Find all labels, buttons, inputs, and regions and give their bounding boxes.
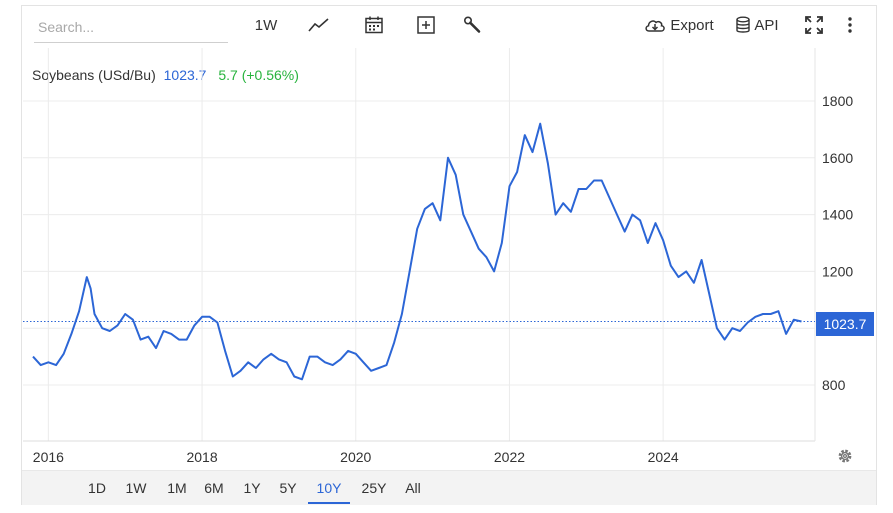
more-vertical-icon [848,17,852,33]
fullscreen-icon [805,16,823,34]
x-tick-label: 2022 [494,449,525,465]
calendar-icon [365,16,383,34]
chart-legend: Soybeans (USd/Bu) 1023.7 5.7 (+0.56%) [32,67,299,83]
y-tick-label: 1600 [822,150,853,166]
range-button-25y[interactable]: 25Y [361,480,387,496]
series-line [32,122,802,381]
y-tick-label: 800 [822,377,846,393]
range-button-5y[interactable]: 5Y [279,480,297,496]
range-button-1y[interactable]: 1Y [243,480,261,496]
calendar-button[interactable] [362,12,386,38]
chart-series [32,122,802,381]
range-button-1m[interactable]: 1M [167,480,187,496]
x-tick-label: 2016 [33,449,64,465]
range-button-6m[interactable]: 6M [204,480,224,496]
settings-button[interactable] [836,447,854,465]
export-button[interactable]: Export [642,12,716,38]
line-chart-icon [308,18,329,32]
legend-change: 5.7 (+0.56%) [218,67,299,83]
range-button-1d[interactable]: 1D [88,480,106,496]
range-button-10y[interactable]: 10Y [308,471,350,504]
search-box [34,14,232,43]
plus-square-icon [417,16,435,34]
x-tick-label: 2024 [648,449,679,465]
y-tick-label: 1800 [822,93,853,109]
legend-series-name: Soybeans (USd/Bu) [32,67,156,83]
more-options-button[interactable] [840,12,860,38]
y-axis: 800 1200 1400 1600 1800 [822,93,853,393]
range-button-1w[interactable]: 1W [125,480,147,496]
gear-icon [838,449,852,463]
x-tick-label: 2018 [186,449,217,465]
api-label: API [754,16,779,34]
last-price-tag: 1023.7 [816,312,874,336]
x-axis: 2016 2018 2020 2022 2024 [33,449,679,465]
y-tick-label: 1200 [822,263,853,279]
interval-button[interactable]: 1W [252,12,280,38]
cloud-download-icon [645,20,666,32]
tools-button[interactable] [460,12,484,38]
add-indicator-button[interactable] [414,12,438,38]
y-tick-label: 1400 [822,207,853,223]
api-button[interactable]: API [734,12,780,38]
wrench-icon [463,16,481,33]
chart-frame [21,5,877,505]
x-tick-label: 2020 [340,449,371,465]
chart-grid [23,48,816,442]
fullscreen-button[interactable] [802,12,826,38]
database-icon [736,16,751,33]
chart-type-button[interactable] [306,12,332,38]
export-label: Export [670,16,714,34]
interval-label: 1W [254,16,278,34]
range-selector: 1D 1W 1M 6M 1Y 5Y 10Y 25Y All [22,470,876,505]
search-input[interactable] [34,14,232,40]
legend-price: 1023.7 [163,67,207,83]
range-button-all[interactable]: All [405,480,421,496]
